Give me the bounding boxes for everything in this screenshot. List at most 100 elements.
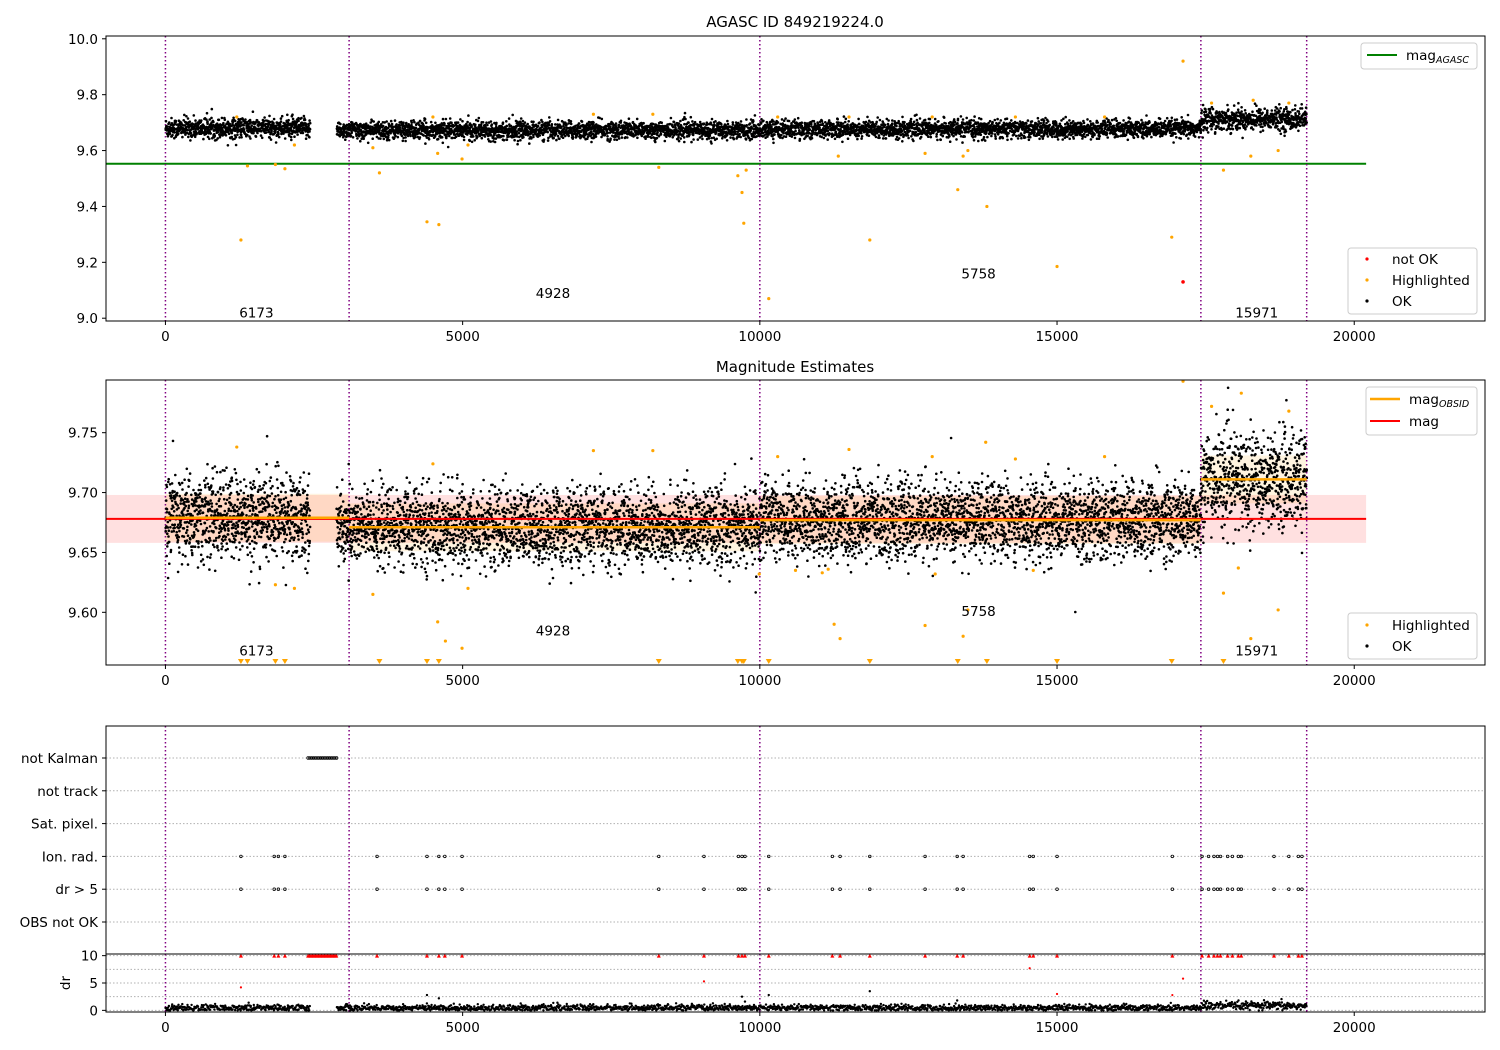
ok-point bbox=[398, 126, 402, 129]
ok-point bbox=[195, 132, 198, 136]
ok-point bbox=[912, 120, 916, 124]
ok-point bbox=[339, 122, 342, 126]
ok-point bbox=[479, 123, 483, 126]
ok-point bbox=[1026, 119, 1030, 122]
ok-point bbox=[1042, 119, 1046, 122]
ok-point bbox=[288, 132, 292, 135]
ok-point bbox=[542, 138, 546, 141]
ok-point bbox=[842, 132, 845, 136]
ok-point bbox=[929, 135, 933, 139]
ok-point bbox=[528, 142, 531, 145]
ok-point bbox=[304, 137, 308, 140]
ok-point bbox=[493, 140, 497, 144]
ok-point bbox=[826, 129, 830, 133]
ok-point bbox=[1064, 115, 1067, 119]
ok-point bbox=[837, 121, 840, 124]
ok-point bbox=[356, 137, 359, 140]
ok-point bbox=[679, 119, 682, 123]
ok-point bbox=[936, 138, 939, 142]
ok-point bbox=[1062, 117, 1065, 121]
ok-point bbox=[249, 137, 252, 140]
ok-point bbox=[240, 121, 243, 124]
ok-point bbox=[505, 120, 508, 123]
ok-point bbox=[616, 128, 620, 132]
ok-point bbox=[1029, 135, 1032, 139]
ok-point bbox=[860, 137, 863, 140]
ok-point bbox=[379, 137, 382, 140]
ok-point bbox=[251, 110, 255, 113]
ok-point bbox=[796, 116, 800, 120]
ok-point bbox=[738, 132, 741, 136]
ok-point bbox=[556, 118, 560, 122]
ok-point bbox=[993, 129, 997, 133]
ok-point bbox=[942, 116, 946, 119]
ok-point bbox=[956, 118, 960, 122]
ok-point bbox=[477, 130, 480, 133]
ok-point bbox=[907, 136, 910, 140]
ok-point bbox=[960, 131, 964, 134]
ok-point bbox=[1036, 116, 1040, 120]
ok-point bbox=[223, 118, 227, 122]
ok-point bbox=[513, 138, 516, 142]
ok-point bbox=[414, 126, 418, 130]
ok-point bbox=[1053, 135, 1057, 138]
ok-point bbox=[812, 119, 816, 123]
ok-point bbox=[744, 138, 748, 141]
ok-point bbox=[609, 125, 612, 129]
ok-point bbox=[234, 135, 238, 139]
ok-point bbox=[248, 118, 252, 122]
ok-point bbox=[702, 122, 706, 125]
ok-point bbox=[507, 132, 511, 135]
ok-point bbox=[516, 139, 520, 143]
ok-point bbox=[642, 121, 645, 125]
ok-point bbox=[396, 135, 400, 139]
ok-point bbox=[745, 118, 748, 121]
ok-point bbox=[227, 132, 231, 135]
ok-point bbox=[371, 137, 375, 140]
ok-point bbox=[669, 116, 673, 120]
ok-point bbox=[982, 135, 986, 139]
ok-point bbox=[427, 137, 431, 141]
panel1-ok-points bbox=[164, 101, 1308, 149]
ok-point bbox=[1048, 123, 1051, 127]
ok-point bbox=[961, 141, 964, 144]
ok-point bbox=[423, 117, 427, 121]
ok-point bbox=[912, 139, 915, 143]
ok-point bbox=[780, 118, 784, 121]
ok-point bbox=[290, 132, 294, 136]
ok-point bbox=[555, 138, 558, 142]
ok-point bbox=[626, 136, 629, 139]
ok-point bbox=[532, 120, 535, 124]
ok-point bbox=[489, 140, 493, 143]
ok-point bbox=[468, 139, 472, 143]
ok-point bbox=[444, 117, 448, 121]
ok-point bbox=[677, 139, 681, 143]
ok-point bbox=[387, 138, 391, 142]
ok-point bbox=[287, 118, 290, 122]
ok-point bbox=[660, 121, 663, 124]
ok-point bbox=[453, 133, 457, 136]
ok-point bbox=[778, 136, 782, 139]
ok-point bbox=[935, 135, 938, 138]
ok-point bbox=[834, 130, 838, 133]
ok-point bbox=[188, 120, 192, 123]
ok-point bbox=[485, 121, 488, 124]
ok-point bbox=[798, 129, 801, 133]
ok-point bbox=[958, 132, 962, 136]
ok-point bbox=[684, 117, 687, 121]
ok-point bbox=[552, 136, 555, 140]
ok-point bbox=[395, 123, 398, 126]
panel1-boundaries bbox=[164, 36, 1308, 321]
ok-point bbox=[617, 137, 621, 140]
ok-point bbox=[990, 134, 993, 138]
ok-point bbox=[998, 121, 1001, 125]
ok-point bbox=[692, 132, 695, 135]
ok-point bbox=[254, 135, 258, 138]
ok-point bbox=[548, 116, 551, 119]
ok-point bbox=[210, 116, 213, 120]
ok-point bbox=[1012, 133, 1016, 136]
ok-point bbox=[986, 135, 989, 139]
ok-point bbox=[687, 121, 690, 124]
ok-point bbox=[184, 133, 187, 136]
ok-point bbox=[1015, 134, 1018, 138]
